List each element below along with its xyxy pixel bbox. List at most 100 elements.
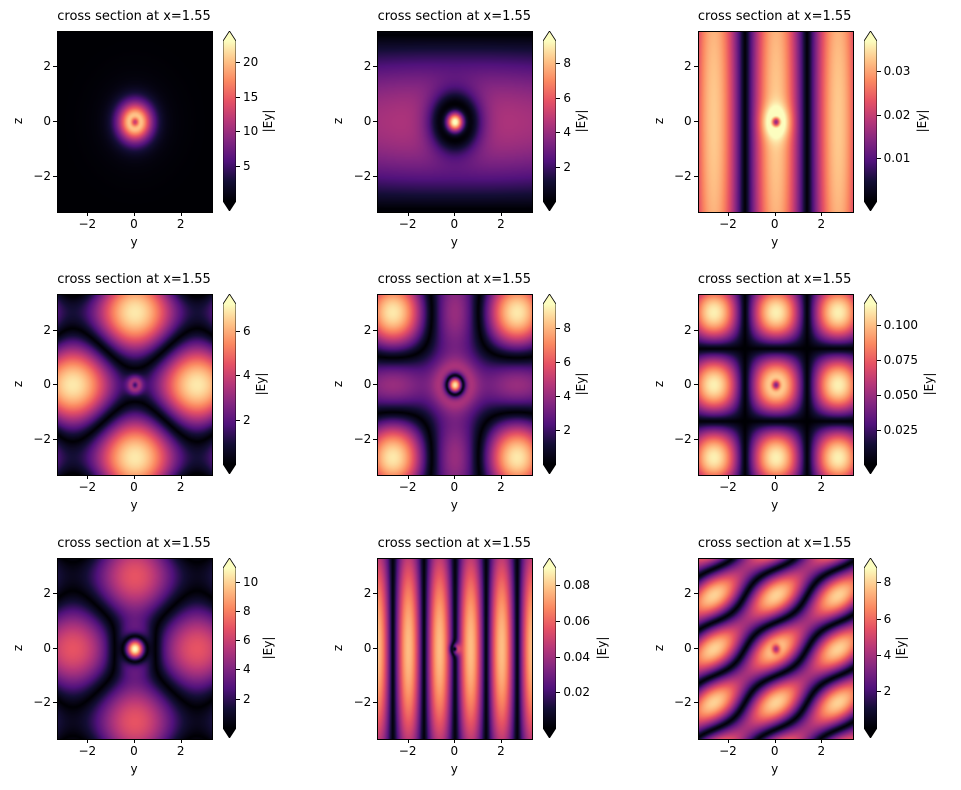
x-tick-label: 2: [497, 743, 505, 758]
colorbar-tick-label: 4: [563, 125, 571, 140]
x-tick-label: 0: [130, 743, 138, 758]
y-tick-mark: [53, 121, 57, 122]
x-tick-mark: [407, 212, 409, 216]
colorbar-tick-label: 20: [243, 54, 259, 69]
x-tick-mark: [134, 738, 135, 743]
y-tick-mark: [53, 329, 57, 331]
colorbar-tick-label: 5: [243, 159, 251, 174]
x-tick-label: −2: [719, 743, 737, 758]
y-tick-mark: [53, 702, 57, 704]
colorbar-tick-mark: [236, 96, 240, 98]
x-tick-label: 0: [770, 217, 779, 231]
colorbar: [543, 557, 557, 738]
colorbar: [863, 31, 877, 211]
colorbar-tick-label: 6: [563, 90, 571, 105]
colorbar-tick-label: 0.050: [883, 387, 919, 402]
y-tick-mark: [373, 702, 378, 704]
x-axis-label: y: [450, 235, 458, 249]
colorbar-tick-label: 6: [883, 611, 892, 626]
y-tick-label: 2: [684, 59, 692, 74]
x-tick-mark: [87, 475, 89, 480]
x-tick-label: 2: [497, 217, 505, 231]
heatmap-canvas: [378, 558, 533, 739]
colorbar-tick-mark: [236, 131, 240, 133]
colorbar-tick-mark: [236, 611, 240, 613]
heatmap: [377, 31, 534, 213]
x-axis-label: y: [771, 235, 779, 249]
x-tick-mark: [821, 738, 823, 743]
colorbar-tick-label: 2: [243, 691, 251, 706]
colorbar-tick-mark: [236, 640, 240, 642]
y-tick-mark: [693, 329, 698, 331]
plot-title: cross section at x=1.55: [697, 9, 852, 24]
x-tick-label: 0: [130, 217, 138, 231]
y-tick-mark: [373, 593, 378, 595]
colorbar-tick-label: 4: [243, 368, 251, 383]
x-tick-mark: [774, 738, 776, 743]
colorbar-label: |Ey|: [574, 109, 589, 133]
y-tick-label: −2: [353, 431, 372, 446]
colorbar-tick-label: 10: [243, 575, 259, 590]
heatmap: [57, 294, 213, 477]
colorbar-tick-mark: [556, 656, 561, 658]
y-tick-label: −2: [33, 431, 51, 446]
x-tick-label: 2: [817, 743, 826, 758]
x-tick-label: 2: [176, 480, 185, 495]
subplot: cross section at x=1.55 z 2 0 −2 −2 0 2 y 0.025 0.…: [641, 263, 961, 526]
subplot: cross section at x=1.55 z 2 0 −2 −2 0 2 y 2 4 6 |Ey|: [0, 263, 320, 526]
x-tick-mark: [87, 738, 89, 743]
colorbar: [543, 31, 557, 211]
heatmap: [697, 31, 854, 213]
colorbar-tick-mark: [876, 325, 881, 327]
colorbar-tick-mark: [876, 429, 881, 431]
x-tick-mark: [180, 212, 182, 216]
x-tick-label: −2: [78, 480, 97, 495]
colorbar-tick-mark: [556, 585, 561, 587]
x-tick-mark: [821, 212, 823, 216]
y-tick-label: −2: [353, 168, 372, 183]
colorbar-tick-mark: [876, 71, 881, 73]
subplot: cross section at x=1.55 z 2 0 −2 −2 0 2 y 2 4 6 8 10 |…: [0, 527, 320, 790]
colorbar-gradient: [863, 31, 877, 211]
heatmap-canvas: [698, 558, 853, 739]
colorbar-tick-label: 6: [243, 633, 251, 648]
x-tick-mark: [774, 212, 776, 216]
colorbar: [223, 294, 236, 475]
x-tick-mark: [180, 475, 182, 480]
heatmap-canvas: [58, 32, 212, 212]
colorbar-label: |Ey|: [914, 109, 929, 133]
plot-title: cross section at x=1.55: [697, 272, 852, 288]
colorbar-tick-label: 0.01: [883, 150, 911, 165]
colorbar-tick-mark: [876, 114, 881, 116]
colorbar-gradient: [223, 294, 236, 475]
y-tick-label: −2: [673, 695, 692, 710]
colorbar-tick-label: 4: [243, 662, 251, 677]
y-tick-label: 0: [684, 114, 692, 128]
y-tick-label: −2: [673, 168, 692, 183]
colorbar-tick-mark: [876, 618, 881, 620]
colorbar-tick-label: 8: [563, 321, 571, 336]
y-tick-mark: [693, 593, 698, 595]
heatmap: [377, 294, 534, 477]
colorbar-tick-mark: [876, 654, 881, 656]
colorbar-gradient: [543, 31, 557, 211]
x-axis-label: y: [130, 235, 138, 249]
y-tick-label: 0: [684, 640, 692, 655]
colorbar-tick-label: 6: [563, 355, 571, 370]
colorbar-tick-mark: [236, 419, 240, 421]
colorbar-tick-mark: [236, 698, 240, 700]
colorbar-tick-label: 15: [243, 89, 259, 104]
plot-title: cross section at x=1.55: [57, 535, 211, 551]
heatmap-canvas: [58, 295, 212, 476]
plot-title: cross section at x=1.55: [57, 9, 211, 24]
y-tick-mark: [53, 66, 57, 68]
y-tick-label: 2: [363, 586, 372, 601]
y-tick-mark: [53, 175, 57, 177]
heatmap: [57, 557, 213, 740]
colorbar-tick-label: 0.075: [883, 352, 919, 367]
x-tick-label: 2: [497, 480, 505, 495]
colorbar-gradient: [223, 557, 236, 738]
colorbar-tick-label: 0.08: [563, 578, 591, 593]
colorbar-tick-mark: [556, 166, 561, 168]
